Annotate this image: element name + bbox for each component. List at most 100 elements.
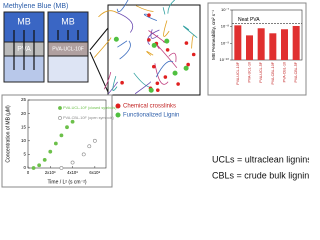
chain bbox=[116, 12, 134, 33]
y-tick-label: 10⁻⁹ bbox=[221, 40, 230, 45]
x-axis-label: Time / L² (s cm⁻²) bbox=[47, 179, 86, 185]
point bbox=[37, 163, 42, 168]
plot-area bbox=[231, 9, 303, 61]
crosslink bbox=[191, 52, 196, 57]
legend-dot bbox=[115, 103, 121, 109]
y-tick-label: 5 bbox=[23, 152, 26, 157]
bar-frame bbox=[207, 2, 307, 96]
chain bbox=[155, 60, 174, 78]
lignin bbox=[172, 70, 178, 76]
chain bbox=[93, 37, 112, 58]
x-tick-label: 4x10⁸ bbox=[67, 170, 78, 175]
lignin bbox=[183, 65, 189, 71]
x-tick-label: PVA-CBL-10F bbox=[271, 61, 275, 84]
x-tick-label: PVA-CBL-5F bbox=[294, 61, 298, 82]
chain bbox=[182, 25, 198, 38]
crosslink bbox=[147, 38, 151, 42]
legend-text: PVA-UCL-10F (closed symbols) bbox=[63, 106, 117, 110]
y-tick-label: 10⁻⁷ bbox=[221, 7, 230, 12]
reference-label: Neat PVA bbox=[238, 17, 260, 23]
chain bbox=[112, 75, 118, 91]
legend-dot bbox=[115, 112, 121, 118]
cell-label: MB bbox=[17, 16, 31, 26]
point bbox=[70, 119, 75, 124]
x-tick-label: 0 bbox=[27, 170, 30, 175]
x-tick-label: PVA-CBL-10 bbox=[282, 62, 286, 82]
bar bbox=[269, 33, 277, 60]
point bbox=[70, 160, 75, 165]
network bbox=[93, 0, 198, 95]
arrows bbox=[13, 30, 79, 70]
chain bbox=[116, 0, 129, 13]
lignin bbox=[148, 87, 154, 93]
chain bbox=[117, 40, 128, 48]
point bbox=[48, 149, 53, 154]
chain bbox=[168, 52, 177, 63]
point bbox=[87, 144, 92, 149]
x-tick-label: PVA-UCL-10 bbox=[247, 62, 251, 83]
point bbox=[42, 157, 47, 162]
point bbox=[59, 166, 64, 170]
y-tick-label: 10⁻¹⁰ bbox=[220, 57, 230, 62]
crosslink bbox=[120, 80, 124, 85]
y-axis-label: Concentration of MB (µM) bbox=[5, 105, 11, 163]
crosslink bbox=[184, 41, 189, 45]
note: UCLs = ultraclean lignins bbox=[212, 154, 309, 164]
x-tick-label: PVA-UCL-5F bbox=[259, 61, 263, 83]
lignin bbox=[113, 36, 119, 42]
chain bbox=[162, 7, 166, 15]
bar bbox=[292, 25, 300, 60]
cell-label: MB bbox=[61, 16, 75, 26]
chain bbox=[146, 51, 154, 56]
y-tick-label: 25 bbox=[21, 97, 27, 102]
x-tick-label: 2x10⁸ bbox=[45, 170, 56, 175]
chain bbox=[119, 40, 131, 60]
crosslink bbox=[163, 75, 168, 79]
chain bbox=[167, 0, 175, 14]
chain bbox=[103, 71, 112, 90]
point bbox=[65, 125, 69, 130]
y-tick-label: 20 bbox=[21, 111, 27, 116]
lignin bbox=[164, 38, 170, 44]
legend-text: PVA-CBL-10F (open symbols) bbox=[63, 116, 115, 120]
chain bbox=[98, 10, 118, 18]
bar bbox=[246, 35, 253, 60]
chain bbox=[107, 81, 118, 95]
cell-bottom bbox=[47, 55, 89, 83]
point bbox=[92, 138, 97, 143]
network-box bbox=[107, 4, 201, 96]
y-tick-label: 10 bbox=[21, 138, 27, 143]
chain bbox=[148, 30, 166, 43]
y-tick-label: 10⁻⁸ bbox=[221, 24, 230, 29]
point bbox=[59, 133, 64, 138]
plot-area bbox=[27, 99, 107, 169]
chain bbox=[154, 63, 169, 85]
zoom-line bbox=[89, 51, 109, 93]
crosslink bbox=[165, 48, 170, 52]
chain bbox=[135, 5, 154, 12]
bar bbox=[281, 29, 288, 60]
bar bbox=[234, 25, 242, 61]
y-tick-label: 15 bbox=[21, 124, 27, 129]
chain bbox=[163, 20, 170, 37]
title: Methylene Blue (MB) bbox=[3, 3, 68, 10]
legend-marker bbox=[58, 106, 62, 110]
note: CBLs = crude bulk lignins bbox=[212, 170, 309, 180]
crosslink bbox=[155, 81, 160, 86]
legend-text: Chemical crosslinks bbox=[123, 104, 176, 110]
legend-marker bbox=[58, 116, 62, 120]
crosslink bbox=[155, 88, 160, 92]
lignin bbox=[151, 42, 157, 48]
crosslink bbox=[186, 62, 190, 67]
crosslink bbox=[152, 64, 156, 69]
x-tick-label: PVA-UCL-10F bbox=[236, 61, 240, 85]
crosslink bbox=[176, 82, 180, 86]
graphical-abstract: Methylene Blue (MB) MB PVA MB PVA-UCL-10… bbox=[1, 0, 314, 188]
y-axis-label: MB Permeability, cm² s⁻¹ bbox=[211, 10, 216, 60]
point bbox=[81, 152, 86, 157]
x-tick-label: 6x10⁸ bbox=[89, 170, 100, 175]
zoom-line bbox=[89, 27, 109, 51]
membrane-label: PVA-UCL-10F bbox=[52, 46, 84, 52]
crosslink bbox=[147, 13, 151, 17]
y-tick-label: 0 bbox=[23, 165, 26, 170]
